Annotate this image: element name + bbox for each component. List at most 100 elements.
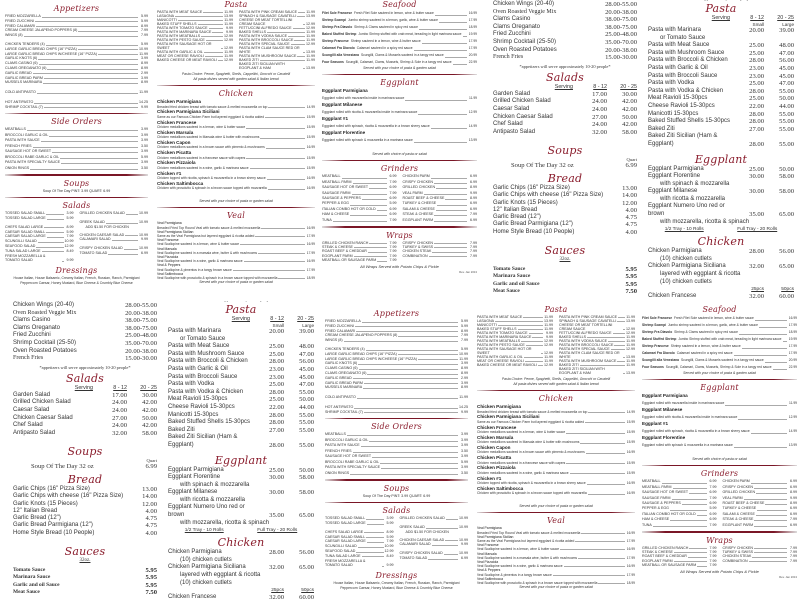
item-price: 13.99 [306, 50, 315, 54]
dot-leader [78, 31, 138, 32]
dot-leader [363, 387, 458, 389]
dot-leader [364, 532, 384, 534]
menu-item-row: Pepper & Egg 5.99 [642, 506, 717, 511]
dot-leader [581, 532, 625, 534]
item-price: 20.00-38.00 [125, 309, 157, 317]
item-name: Baked Shells [559, 335, 586, 339]
item-price: 8.99 [66, 224, 74, 229]
price-small: 35.00 [269, 512, 284, 520]
item-price: 7.50 [145, 588, 157, 596]
menu-item-row: Sausage & Peppers 6.99 [642, 501, 717, 506]
price-small: 24.00 [112, 406, 127, 414]
item-name: Pasta with Special Sauce [239, 42, 290, 46]
item-price: 7.99 [461, 333, 468, 338]
catering-item-row: Chicken Wings (20-40) 28.00-55.00 [13, 302, 157, 310]
serving-size-header: Serving 8 - 12 20 - 25 [168, 316, 314, 323]
item-name: Garlic Chips with cheese (16" Pizza Size… [13, 493, 124, 500]
price-large: 56.00 [779, 57, 794, 65]
dish-description-row: Same as our Famous Chicken Parm but laye… [477, 420, 635, 425]
catering-item-row: Eggplant Parmigiana 25.00 50.00 [168, 467, 314, 475]
dish-description-row: Eggplant rolled with ricotta & mozzarell… [642, 413, 797, 422]
dot-leader [332, 220, 387, 222]
dish-description-row: Eggplant rolled with mozzarella inside i… [642, 399, 797, 408]
item-name: Greek Salad [399, 524, 425, 529]
menu-item-row: Pasta with Sauce 3.99 [5, 138, 148, 144]
item-price: 11.99 [626, 335, 635, 339]
item-price: 7.99 [790, 550, 797, 555]
menu-item-row: Grilled Chicken Ranch 7.99 [642, 546, 717, 550]
dish-price: 20.99 [788, 358, 797, 362]
catering-item-row: Garlic Chips (16" Pizza Size) 13.00 [13, 486, 157, 493]
dish-item: Chicken Francese Chicken medallions saute… [477, 425, 635, 435]
item-price: 9.99 [461, 542, 468, 547]
item-name: Caesar Salad Large [5, 234, 46, 239]
catering-item-row: Garlic Bread (12") 4.75 [493, 214, 637, 221]
dish-description: Shrimp sauteed in a lemon, wine & butter… [350, 39, 421, 43]
dot-leader [369, 440, 458, 442]
item-name: French Fries [13, 355, 44, 362]
item-price: 6.99 [709, 490, 717, 495]
dish-price: 14.99 [788, 428, 797, 433]
dish-name: Chicken Parmigiana [157, 99, 201, 105]
item-name: Chicken Parm [722, 479, 750, 484]
menu-item-row: Steak & Cheese 7.99 [322, 245, 397, 249]
item-price: 6.99 [790, 479, 797, 484]
dot-leader [405, 100, 467, 102]
dot-leader [357, 546, 384, 548]
dish-description-row: Breaded fried chicken breast with tomato… [477, 410, 635, 415]
dish-price: 15.99 [306, 155, 315, 160]
price-small: 28.00 [269, 549, 284, 557]
dot-leader [380, 462, 458, 464]
dish-description-row: Veal Scallopine sauteed in a wine, garli… [477, 564, 635, 568]
dish-item: Veal Pizzaiola Veal Scallopine sauteed in… [477, 560, 635, 568]
menu-item-row: Sausage Hot or Sweet 6.99 [322, 185, 397, 190]
dot-leader [725, 405, 787, 407]
item-price: 4.75 [145, 522, 157, 530]
soup-name: Soup Of The Day 32 oz [511, 162, 574, 170]
menu-item-row: Sausage Hot or Sweet 3.99 [325, 454, 468, 460]
price-small: 25.00 [269, 343, 284, 351]
item-name: Manicotti 15-30pcs [648, 110, 699, 117]
item-name: Baked Stuff Shells [477, 327, 517, 331]
menu-item-row: Caesar Salad Large 7.99 [5, 234, 74, 239]
price-small: 22.00 [749, 102, 764, 110]
section-title: Pasta [544, 305, 568, 314]
dot-leader [670, 520, 707, 522]
item-name: Pasta with Broccoli & Chicken [168, 358, 248, 365]
dot-leader [586, 483, 625, 485]
section-title: Soups [547, 144, 583, 158]
dot-leader [521, 340, 543, 342]
dot-leader [360, 446, 458, 448]
item-name: Pasta with Sausage Hot or Sweet [157, 42, 212, 50]
price-small: 23.00 [749, 64, 764, 72]
item-name: Pasta with Vodka Sauce [559, 339, 607, 343]
dot-leader [38, 58, 138, 60]
dish-price: 15.99 [626, 430, 635, 434]
dot-leader [212, 31, 223, 33]
dish-description: Eggplant rolled with spinach, ricotta & … [642, 428, 750, 433]
dish-price: 19.99 [468, 32, 477, 36]
dish-item: Chicken Marsala Chicken medallions sautee… [477, 435, 635, 445]
dot-leader [46, 236, 64, 238]
item-name: Baked Cheese or Meat Ravioli [477, 363, 537, 367]
seafood-item-row: Shrimp Scampi Jumbo shrimp sauteed in a … [642, 322, 797, 329]
dish-item: Veal Marsala Veal Scallopine sauteed in a… [477, 552, 635, 560]
size-large: Large [782, 22, 794, 27]
menu-item-row: Tossed Salad Small 3.99 [5, 211, 74, 216]
dish-price: 11.99 [468, 95, 477, 100]
dish-name: Chicken Saltimbocca [157, 180, 204, 186]
dot-leader [258, 252, 305, 254]
seafood-item-row: Calamari Fra Diavolo Calamari sauteed in… [642, 350, 797, 357]
dot-leader [43, 82, 138, 84]
item-name: Pasta with Clam Sauce Red or White [559, 351, 620, 359]
item-price: 7.99 [141, 33, 148, 38]
serving-label: Serving [231, 316, 250, 322]
seafood-item-row: Scungilli alla Veneziana Scungilli, Clam… [642, 357, 797, 364]
section-title: Soups [383, 483, 410, 493]
item-name: Chicken Parm [402, 174, 430, 179]
catering-item-row: Chicken Caesar Salad 27.00 50.00 [13, 415, 157, 423]
menu-item-row: Cold Antipasto 11.99 [325, 395, 468, 400]
section-divider [325, 479, 468, 481]
section-title: Pasta [224, 0, 248, 9]
item-name: Grilled Chicken Ranch [322, 240, 369, 245]
